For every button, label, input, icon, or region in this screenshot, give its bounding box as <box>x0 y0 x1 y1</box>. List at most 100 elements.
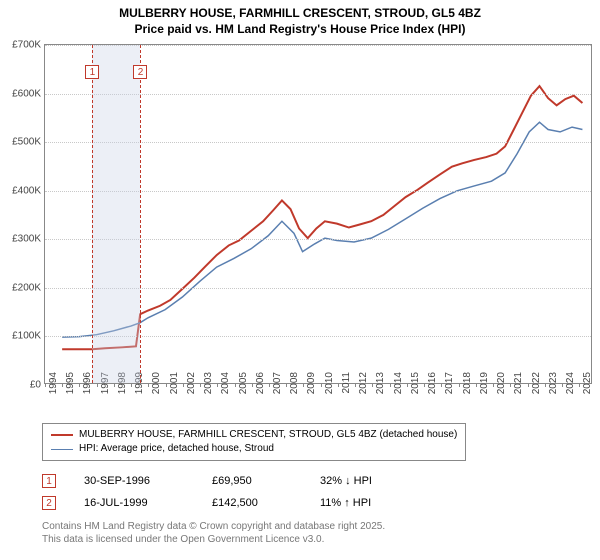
x-tick <box>183 383 184 387</box>
legend: MULBERRY HOUSE, FARMHILL CRESCENT, STROU… <box>42 423 466 461</box>
x-tick <box>372 383 373 387</box>
chart-title: MULBERRY HOUSE, FARMHILL CRESCENT, STROU… <box>0 0 600 37</box>
sale-date: 16-JUL-1999 <box>84 497 184 509</box>
x-tick <box>166 383 167 387</box>
marker-line <box>92 45 93 383</box>
x-tick <box>235 383 236 387</box>
y-axis-label: £600K <box>5 88 41 99</box>
x-tick <box>545 383 546 387</box>
x-axis-label: 2008 <box>289 372 300 400</box>
legend-swatch <box>51 449 73 450</box>
x-tick <box>424 383 425 387</box>
x-tick <box>200 383 201 387</box>
x-tick <box>131 383 132 387</box>
legend-row: MULBERRY HOUSE, FARMHILL CRESCENT, STROU… <box>51 428 457 442</box>
x-axis-label: 2005 <box>238 372 249 400</box>
sale-date: 30-SEP-1996 <box>84 475 184 487</box>
x-tick <box>338 383 339 387</box>
x-tick <box>252 383 253 387</box>
sale-marker-box: 2 <box>42 496 56 510</box>
sale-marker-box: 1 <box>42 474 56 488</box>
legend-swatch <box>51 434 73 436</box>
x-axis-label: 2021 <box>513 372 524 400</box>
x-axis-label: 2019 <box>479 372 490 400</box>
x-axis-label: 2022 <box>531 372 542 400</box>
x-axis-label: 2018 <box>462 372 473 400</box>
x-axis-label: 1995 <box>65 372 76 400</box>
y-axis-label: £300K <box>5 234 41 245</box>
legend-row: HPI: Average price, detached house, Stro… <box>51 442 457 456</box>
attribution: Contains HM Land Registry data © Crown c… <box>42 520 385 546</box>
x-axis-label: 2003 <box>203 372 214 400</box>
x-axis-label: 2013 <box>375 372 386 400</box>
sale-row: 2 16-JUL-1999 £142,500 11% ↑ HPI <box>42 492 410 514</box>
x-tick <box>459 383 460 387</box>
x-tick <box>303 383 304 387</box>
x-tick <box>148 383 149 387</box>
x-axis-label: 2000 <box>151 372 162 400</box>
sale-diff: 11% ↑ HPI <box>320 497 410 509</box>
x-axis-label: 2006 <box>255 372 266 400</box>
x-tick <box>407 383 408 387</box>
x-tick <box>528 383 529 387</box>
plot-region: £0£100K£200K£300K£400K£500K£600K£700K199… <box>44 44 592 384</box>
x-axis-label: 2016 <box>427 372 438 400</box>
x-axis-label: 2007 <box>272 372 283 400</box>
x-tick <box>441 383 442 387</box>
title-line-1: MULBERRY HOUSE, FARMHILL CRESCENT, STROU… <box>0 6 600 22</box>
x-axis-label: 2002 <box>186 372 197 400</box>
x-tick <box>269 383 270 387</box>
x-tick <box>579 383 580 387</box>
x-axis-label: 2012 <box>358 372 369 400</box>
x-tick <box>476 383 477 387</box>
y-axis-label: £100K <box>5 331 41 342</box>
x-tick <box>97 383 98 387</box>
marker-box: 2 <box>133 65 147 79</box>
x-axis-label: 2011 <box>341 372 352 400</box>
x-axis-label: 2004 <box>220 372 231 400</box>
y-axis-label: £700K <box>5 40 41 51</box>
y-axis-label: £400K <box>5 185 41 196</box>
x-tick <box>355 383 356 387</box>
x-axis-label: 2020 <box>496 372 507 400</box>
sales-table: 1 30-SEP-1996 £69,950 32% ↓ HPI 2 16-JUL-1999… <box>42 470 410 514</box>
x-tick <box>562 383 563 387</box>
marker-band <box>92 45 140 383</box>
x-tick <box>493 383 494 387</box>
legend-text: HPI: Average price, detached house, Stro… <box>79 442 274 456</box>
x-tick <box>510 383 511 387</box>
title-line-2: Price paid vs. HM Land Registry's House … <box>0 22 600 38</box>
y-axis-label: £0 <box>5 380 41 391</box>
x-tick <box>79 383 80 387</box>
x-axis-label: 1994 <box>48 372 59 400</box>
x-tick <box>45 383 46 387</box>
x-axis-label: 2023 <box>548 372 559 400</box>
x-axis-label: 2014 <box>393 372 404 400</box>
legend-text: MULBERRY HOUSE, FARMHILL CRESCENT, STROU… <box>79 428 457 442</box>
x-axis-label: 2010 <box>324 372 335 400</box>
sale-price: £142,500 <box>212 497 292 509</box>
chart-container: MULBERRY HOUSE, FARMHILL CRESCENT, STROU… <box>0 0 600 560</box>
x-tick <box>321 383 322 387</box>
x-tick <box>286 383 287 387</box>
x-tick <box>62 383 63 387</box>
y-axis-label: £200K <box>5 282 41 293</box>
sale-diff: 32% ↓ HPI <box>320 475 410 487</box>
x-axis-label: 2017 <box>444 372 455 400</box>
x-tick <box>390 383 391 387</box>
x-axis-label: 2001 <box>169 372 180 400</box>
x-axis-label: 2009 <box>306 372 317 400</box>
x-axis-label: 2025 <box>582 372 593 400</box>
sale-price: £69,950 <box>212 475 292 487</box>
x-tick <box>217 383 218 387</box>
sale-row: 1 30-SEP-1996 £69,950 32% ↓ HPI <box>42 470 410 492</box>
chart-area: £0£100K£200K£300K£400K£500K£600K£700K199… <box>4 44 596 414</box>
x-tick <box>114 383 115 387</box>
attribution-line-2: This data is licensed under the Open Gov… <box>42 533 385 546</box>
y-axis-label: £500K <box>5 137 41 148</box>
marker-line <box>140 45 141 383</box>
x-axis-label: 2024 <box>565 372 576 400</box>
marker-box: 1 <box>85 65 99 79</box>
attribution-line-1: Contains HM Land Registry data © Crown c… <box>42 520 385 533</box>
x-axis-label: 2015 <box>410 372 421 400</box>
